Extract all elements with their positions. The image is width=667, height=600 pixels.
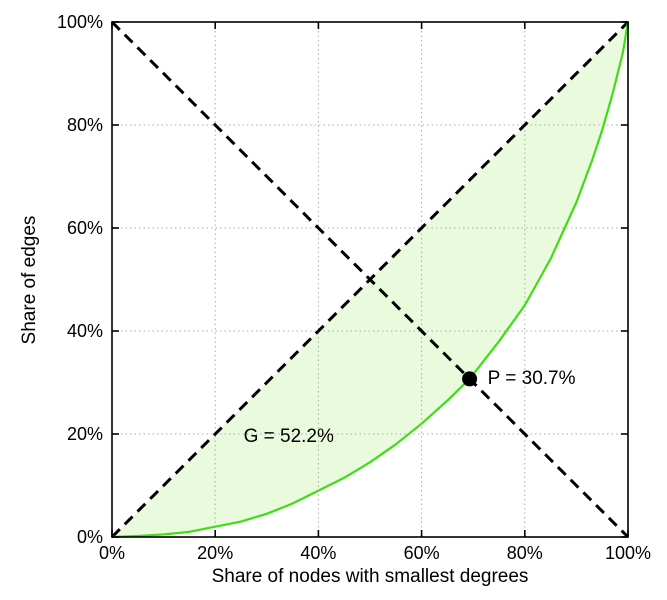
y-tick-label: 0%: [77, 527, 103, 547]
plot-border: [111, 21, 629, 538]
x-tick-label: 20%: [197, 543, 233, 563]
y-tick-label: 100%: [57, 12, 103, 32]
anti-diagonal-line: [110, 20, 630, 539]
p-label: P = 30.7%: [487, 367, 576, 389]
y-axis-label: Share of edges: [19, 215, 40, 345]
x-tick-label: 0%: [99, 543, 125, 563]
x-tick-label: 60%: [404, 543, 440, 563]
y-tick-label: 80%: [67, 115, 103, 135]
y-tick-label: 20%: [67, 424, 103, 444]
x-tick-label: 100%: [605, 543, 651, 563]
x-tick-label: 80%: [507, 543, 543, 563]
intersection-point: [462, 371, 478, 387]
y-tick-label: 60%: [67, 218, 103, 238]
lorenz-curve: [111, 21, 630, 539]
y-tick-label: 40%: [67, 321, 103, 341]
x-axis-label: Share of nodes with smallest degrees: [211, 566, 529, 587]
x-tick-label: 40%: [300, 543, 336, 563]
gini-label: G = 52.2%: [243, 425, 334, 447]
